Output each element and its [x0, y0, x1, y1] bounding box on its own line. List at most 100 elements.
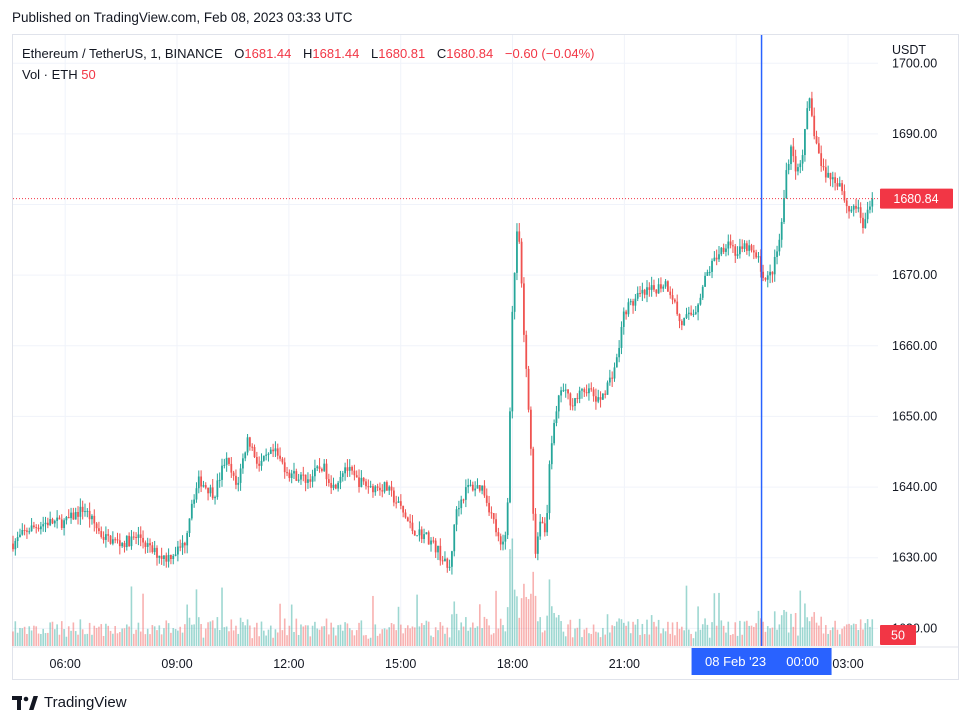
- candle-body: [820, 153, 823, 167]
- volume-bar: [358, 622, 360, 646]
- candle-body: [455, 509, 458, 525]
- volume-bar: [845, 624, 848, 646]
- volume-bar: [755, 623, 757, 646]
- volume-bar: [360, 620, 363, 646]
- volume-bar: [871, 619, 874, 646]
- candle-body: [149, 543, 151, 546]
- candle-body: [541, 521, 544, 524]
- volume-bar: [783, 610, 785, 646]
- volume-bar: [697, 606, 699, 646]
- volume-bar: [866, 619, 869, 646]
- volume-bar: [771, 627, 774, 646]
- volume-bar: [128, 626, 130, 646]
- candle-body: [365, 481, 367, 487]
- candle-body: [167, 554, 170, 562]
- volume-bar: [383, 628, 386, 646]
- close-label: C: [436, 46, 447, 61]
- candle-body: [743, 243, 746, 249]
- candle-body: [555, 411, 558, 424]
- volume-bar: [283, 618, 286, 646]
- candle-body: [30, 525, 33, 532]
- candle-body: [583, 389, 586, 393]
- volume-bar: [616, 621, 618, 646]
- candle-body: [815, 136, 818, 144]
- tradingview-logo-icon: [12, 695, 38, 711]
- close-value: 1680.84: [446, 46, 494, 61]
- volume-bar: [114, 625, 116, 646]
- volume-bar: [660, 633, 662, 646]
- volume-label[interactable]: Vol · ETH: [22, 67, 78, 82]
- chart-frame[interactable]: [12, 34, 959, 680]
- candle-body: [543, 523, 546, 533]
- time-axis: 06:00 09:00 12:00 15:00 18:00 21:00 00:00 03:00: [50, 657, 864, 671]
- candle-body: [636, 293, 639, 299]
- candle-body: [406, 517, 409, 522]
- candle-body: [481, 485, 484, 491]
- candle-body: [434, 540, 437, 553]
- candle-body: [130, 536, 133, 547]
- tradingview-footer[interactable]: TradingView: [12, 694, 127, 711]
- volume-bar: [70, 630, 72, 646]
- candle-body: [597, 397, 600, 402]
- candle-body: [123, 543, 126, 548]
- candle-body: [93, 515, 96, 524]
- volume-bar: [852, 623, 855, 646]
- volume-bar: [732, 634, 734, 646]
- volume-bar: [153, 626, 156, 646]
- candle-body: [318, 466, 321, 469]
- candle-body: [764, 277, 767, 280]
- candle-body: [311, 476, 314, 482]
- symbol-name[interactable]: Ethereum / TetherUS, 1, BINANCE: [22, 46, 223, 61]
- volume-bar: [595, 631, 597, 646]
- candle-body: [23, 530, 26, 532]
- candle-body: [745, 243, 748, 251]
- candle-body: [225, 457, 228, 465]
- volume-bar: [186, 604, 188, 646]
- volume-bar: [409, 628, 411, 646]
- candle-body: [831, 177, 834, 180]
- candle-body: [641, 289, 644, 294]
- volume-bar: [49, 622, 51, 646]
- volume-bar: [209, 621, 212, 646]
- volume-bar: [251, 638, 254, 646]
- candle-body: [207, 487, 209, 494]
- candle-body: [708, 271, 711, 273]
- volume-bar: [30, 630, 33, 646]
- volume-bar: [132, 633, 135, 646]
- volume-bar: [674, 635, 676, 646]
- volume-bar: [416, 594, 418, 646]
- volume-bar: [504, 631, 507, 646]
- volume-bar: [516, 596, 518, 646]
- volume-bar: [685, 585, 688, 646]
- volume-bar: [585, 627, 588, 646]
- price-tick-label: 1670.00: [892, 268, 937, 282]
- volume-bar: [158, 625, 161, 646]
- candle-body: [290, 473, 293, 478]
- candle-body: [778, 239, 781, 252]
- candle-body: [437, 545, 439, 553]
- candle-body: [604, 393, 607, 395]
- volume-bar: [297, 634, 300, 646]
- candle-body: [871, 198, 874, 207]
- candle-body: [857, 207, 860, 209]
- volume-bar: [827, 633, 829, 646]
- volume-bar: [239, 617, 242, 646]
- volume-bar: [581, 637, 583, 646]
- candle-body: [516, 231, 518, 273]
- candle-body: [824, 167, 827, 178]
- volume-bar: [458, 630, 460, 646]
- volume-bar: [427, 621, 430, 646]
- volume-bar: [91, 634, 93, 646]
- candle-body: [585, 392, 588, 394]
- candle-body: [186, 533, 189, 546]
- high-label: H: [303, 46, 313, 61]
- volume-bar: [295, 618, 298, 646]
- candle-body: [404, 512, 407, 518]
- volume-bar: [769, 628, 771, 646]
- volume-bar: [578, 618, 581, 646]
- candle-body: [286, 472, 288, 474]
- candle-body: [26, 530, 28, 532]
- volume-bar: [58, 634, 61, 646]
- volume-bar: [339, 624, 342, 646]
